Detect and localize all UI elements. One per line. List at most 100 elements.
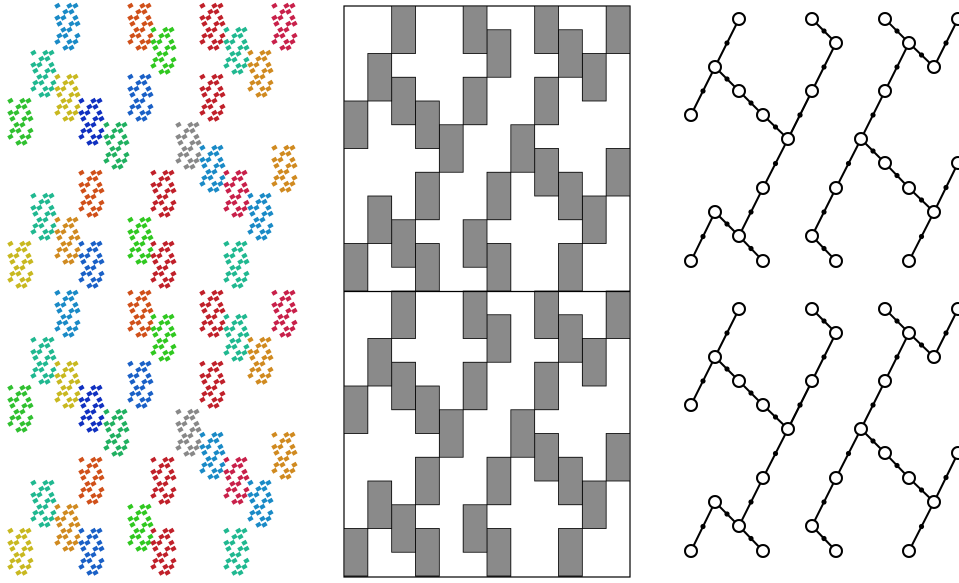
tile-piece	[241, 206, 247, 212]
tile-piece	[241, 241, 247, 247]
tile-piece	[60, 516, 66, 522]
tile-piece	[36, 62, 42, 68]
tile-piece	[175, 134, 181, 140]
colored-tile	[223, 27, 249, 75]
tile-piece	[181, 134, 187, 140]
tile-piece	[231, 69, 237, 75]
tile-piece	[249, 211, 255, 217]
tile-piece	[195, 140, 201, 146]
tile-piece	[271, 444, 277, 450]
tile-piece	[241, 457, 247, 463]
tile-piece	[86, 463, 92, 469]
tile-piece	[92, 212, 98, 218]
tile-piece	[150, 326, 156, 332]
tile-piece	[115, 445, 121, 451]
tile-piece	[135, 33, 141, 39]
tile-piece	[267, 355, 273, 361]
tile-piece	[15, 391, 21, 397]
tile-piece	[115, 409, 121, 415]
tile-piece	[267, 211, 273, 217]
tile-piece	[261, 92, 267, 98]
tile-piece	[231, 344, 237, 350]
tile-piece	[74, 247, 80, 253]
gray-block	[487, 457, 511, 505]
tile-piece	[271, 15, 277, 21]
tile-piece	[223, 350, 229, 356]
tile-piece	[13, 552, 19, 558]
tile-piece	[235, 241, 241, 247]
tile-piece	[21, 259, 27, 265]
tile-piece	[223, 564, 229, 570]
tile-piece	[164, 463, 170, 469]
tile-piece	[145, 15, 151, 21]
tile-piece	[96, 397, 102, 403]
tile-piece	[217, 157, 223, 163]
tile-piece	[54, 516, 60, 522]
tile-piece	[243, 344, 249, 350]
tile-piece	[177, 439, 183, 445]
tile-piece	[25, 421, 31, 427]
colored-tile	[150, 27, 176, 75]
tile-piece	[150, 350, 156, 356]
tile-piece	[291, 308, 297, 314]
tile-piece	[86, 200, 92, 206]
tile-piece	[32, 498, 38, 504]
tile-piece	[105, 439, 111, 445]
tile-piece	[277, 15, 283, 21]
tile-piece	[211, 74, 217, 80]
tile-piece	[265, 229, 271, 235]
tile-piece	[129, 104, 135, 110]
tile-piece	[207, 104, 213, 110]
tile-piece	[217, 432, 223, 438]
tile-piece	[243, 475, 249, 481]
tile-piece	[271, 157, 277, 163]
tile-piece	[92, 247, 98, 253]
tile-piece	[48, 373, 54, 379]
tile-piece	[98, 546, 104, 552]
tile-piece	[135, 80, 141, 86]
tile-piece	[30, 229, 36, 235]
tile-piece	[127, 229, 133, 235]
tile-piece	[189, 451, 195, 457]
tile-piece	[145, 361, 151, 367]
tile-piece	[127, 74, 133, 80]
tile-piece	[273, 450, 279, 456]
tile-piece	[13, 397, 19, 403]
tile-piece	[54, 15, 60, 21]
tile-piece	[141, 308, 147, 314]
tile-piece	[62, 403, 68, 409]
tile-piece	[141, 45, 147, 51]
tile-piece	[72, 326, 78, 332]
tile-piece	[223, 241, 229, 247]
tile-piece	[90, 241, 96, 247]
tile-piece	[72, 229, 78, 235]
tile-piece	[259, 373, 265, 379]
gray-block	[416, 172, 440, 220]
tile-piece	[60, 302, 66, 308]
tile-piece	[150, 27, 156, 33]
tile-piece	[152, 332, 158, 338]
tile-piece	[27, 558, 33, 564]
tile-piece	[139, 361, 145, 367]
tile-piece	[66, 3, 72, 9]
tile-piece	[139, 326, 145, 332]
tile-piece	[150, 314, 156, 320]
gray-block	[535, 362, 559, 410]
tile-piece	[267, 498, 273, 504]
tile-piece	[164, 356, 170, 362]
tile-piece	[42, 193, 48, 199]
tile-piece	[279, 151, 285, 157]
tile-piece	[141, 522, 147, 528]
tile-piece	[213, 474, 219, 480]
graph-node	[952, 13, 959, 25]
tile-piece	[141, 403, 147, 409]
tile-piece	[98, 415, 104, 421]
edge-dot	[894, 173, 899, 178]
tile-piece	[241, 63, 247, 69]
tile-piece	[277, 444, 283, 450]
tile-piece	[15, 128, 21, 134]
tile-piece	[162, 493, 168, 499]
tile-piece	[199, 432, 205, 438]
tile-piece	[78, 564, 84, 570]
tile-piece	[115, 122, 121, 128]
